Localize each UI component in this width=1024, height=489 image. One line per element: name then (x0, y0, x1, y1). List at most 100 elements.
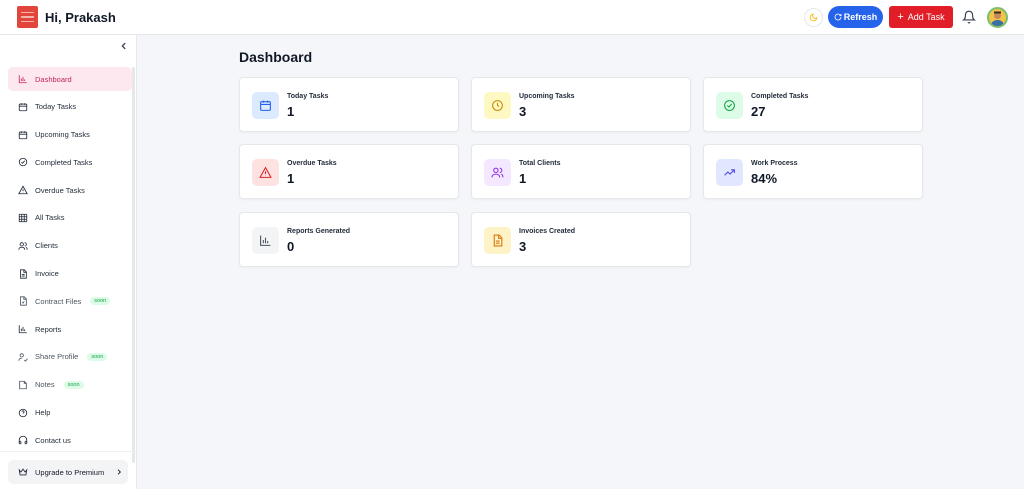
calendar-icon (260, 100, 271, 111)
card-label: Reports Generated (287, 228, 351, 235)
card-value: 3 (519, 104, 527, 119)
calendar-icon (18, 130, 28, 139)
bar-chart-icon (260, 235, 271, 246)
warning-icon (18, 185, 28, 195)
check-circle-icon (18, 158, 28, 167)
stat-card-reports-generated[interactable]: Reports Generated 0 (239, 212, 459, 267)
chevron-left-icon[interactable] (119, 41, 129, 51)
sidebar-item-label: Upcoming Tasks (35, 130, 90, 140)
card-icon-box (716, 159, 743, 186)
trend-up-icon (724, 169, 735, 176)
card-label: Completed Tasks (751, 93, 809, 100)
user-avatar-icon (991, 11, 1004, 26)
stat-card-overdue-tasks[interactable]: Overdue Tasks 1 (239, 144, 459, 199)
sidebar-item-clients[interactable]: Clients (8, 234, 132, 258)
sidebar-item-share-profile[interactable]: Share Profile soon (8, 345, 132, 369)
headphones-icon (18, 436, 28, 445)
file-icon (20, 296, 27, 306)
card-label: Total Clients (519, 160, 561, 167)
add-task-button[interactable]: + Add Task (889, 6, 953, 28)
sidebar-item-label: Help (35, 408, 51, 418)
sidebar-item-reports[interactable]: Reports (8, 317, 132, 341)
help-icon (18, 408, 28, 417)
calendar-icon (18, 103, 28, 111)
refresh-icon (834, 13, 842, 21)
stat-card-upcoming-tasks[interactable]: Upcoming Tasks 3 (471, 77, 691, 132)
user-share-icon (18, 353, 28, 362)
stat-card-invoices-created[interactable]: Invoices Created 3 (471, 212, 691, 267)
refresh-button[interactable]: Refresh (828, 6, 883, 28)
card-label: Upcoming Tasks (519, 93, 575, 100)
card-icon-box (716, 92, 743, 119)
card-value: 1 (287, 171, 295, 186)
refresh-label: Refresh (843, 12, 878, 22)
avatar[interactable] (987, 7, 1008, 28)
crown-icon (18, 468, 28, 476)
sidebar-item-help[interactable]: Help (8, 401, 132, 425)
document-icon (20, 268, 27, 279)
bell-icon[interactable] (962, 10, 976, 24)
card-value: 1 (287, 104, 295, 119)
soon-badge: soon (90, 297, 111, 306)
card-icon-box (484, 159, 511, 186)
note-icon (19, 380, 27, 389)
sidebar-item-contract-files[interactable]: Contract Files soon (8, 289, 132, 313)
chevron-right-icon (117, 469, 122, 475)
stat-card-completed-tasks[interactable]: Completed Tasks 27 (703, 77, 923, 132)
warning-icon (259, 166, 272, 178)
greeting: Hi, Prakash (45, 10, 116, 25)
sidebar-item-contact-us[interactable]: Contact us (8, 428, 132, 452)
add-task-label: Add Task (907, 12, 945, 22)
sidebar-footer: Upgrade to Premium (0, 451, 136, 489)
upgrade-premium-button[interactable]: Upgrade to Premium (8, 460, 128, 484)
soon-badge: soon (87, 352, 108, 361)
sidebar-item-label: Notes (35, 380, 55, 390)
sidebar-item-overdue-tasks[interactable]: Overdue Tasks (8, 178, 132, 202)
card-value: 84% (751, 171, 778, 186)
sidebar-item-label: Share Profile (35, 352, 79, 362)
card-label: Today Tasks (287, 93, 329, 100)
card-value: 27 (751, 104, 766, 119)
card-icon-box (252, 227, 279, 254)
sidebar-item-label: Overdue Tasks (35, 185, 85, 195)
card-value: 0 (287, 239, 295, 254)
clock-icon (492, 100, 503, 111)
sidebar-item-label: Clients (35, 241, 58, 251)
sidebar-item-invoice[interactable]: Invoice (8, 262, 132, 286)
sidebar-item-today-tasks[interactable]: Today Tasks (8, 95, 132, 119)
stat-card-total-clients[interactable]: Total Clients 1 (471, 144, 691, 199)
sidebar-item-label: Contract Files (35, 296, 82, 306)
card-icon-box (252, 159, 279, 186)
sidebar-scrollbar[interactable] (132, 67, 135, 463)
card-label: Invoices Created (519, 228, 576, 235)
stat-card-today-tasks[interactable]: Today Tasks 1 (239, 77, 459, 132)
card-value: 1 (519, 171, 527, 186)
users-icon (18, 242, 28, 250)
card-label: Work Process (751, 160, 798, 167)
app-logo[interactable] (17, 6, 38, 28)
grid-icon (18, 213, 28, 223)
soon-badge: soon (63, 380, 84, 389)
top-bar: Hi, Prakash Refresh + Add Task (0, 0, 1024, 35)
card-icon-box (484, 227, 511, 254)
upgrade-premium-label: Upgrade to Premium (35, 467, 105, 477)
stat-card-work-process[interactable]: Work Process 84% (703, 144, 923, 199)
theme-toggle-button[interactable] (804, 8, 823, 27)
sidebar-item-label: All Tasks (35, 213, 65, 223)
sidebar-item-all-tasks[interactable]: All Tasks (8, 206, 132, 230)
card-icon-box (484, 92, 511, 119)
sidebar-item-label: Reports (35, 324, 62, 334)
page-title: Dashboard (239, 49, 313, 65)
sidebar-item-notes[interactable]: Notes soon (8, 373, 132, 397)
sidebar-item-dashboard[interactable]: Dashboard (8, 67, 132, 91)
bar-chart-icon (18, 325, 27, 334)
sidebar-item-upcoming-tasks[interactable]: Upcoming Tasks (8, 123, 132, 147)
sidebar: Dashboard Today Tasks Upcoming Tasks Com… (0, 35, 137, 489)
card-label: Overdue Tasks (287, 160, 337, 167)
sidebar-item-completed-tasks[interactable]: Completed Tasks (8, 150, 132, 174)
card-icon-box (252, 92, 279, 119)
sidebar-item-label: Today Tasks (35, 102, 77, 112)
sidebar-item-label: Completed Tasks (35, 157, 93, 167)
moon-icon (809, 13, 818, 22)
document-icon (493, 234, 503, 247)
